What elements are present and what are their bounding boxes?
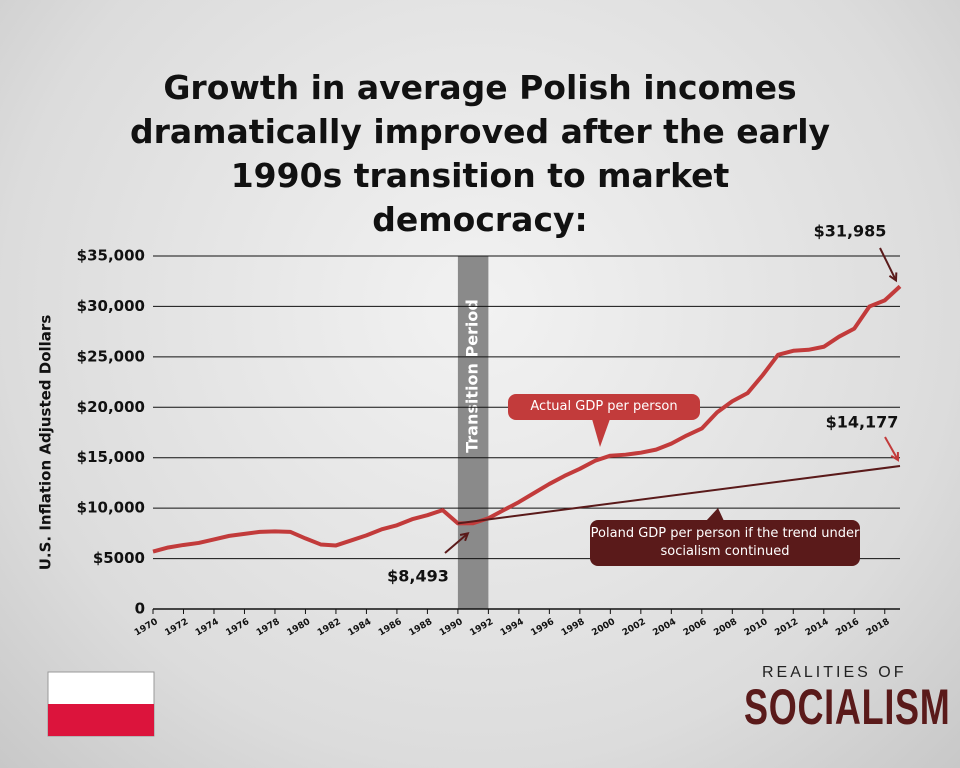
callout-pointer — [592, 419, 610, 447]
x-tick-label: 1974 — [194, 617, 221, 638]
annotation-arrow — [879, 247, 897, 281]
x-tick-label: 1970 — [133, 617, 160, 638]
y-tick-label: $5000 — [93, 549, 145, 567]
y-tick-label: $10,000 — [77, 499, 145, 517]
x-tick-label: 2012 — [773, 617, 800, 638]
x-tick-label: 2018 — [865, 617, 892, 638]
annotation-arrow — [884, 436, 899, 461]
x-tick-label: 2002 — [621, 617, 648, 638]
x-tick-label: 1980 — [285, 617, 312, 638]
x-tick-label: 2010 — [743, 617, 770, 638]
y-tick-label: $30,000 — [77, 297, 145, 315]
annotation-arrow — [444, 532, 469, 554]
series-line — [457, 465, 901, 525]
x-tick-label: 1994 — [499, 617, 526, 638]
callout-pointer — [706, 508, 724, 521]
transition-band — [457, 256, 489, 609]
chart-title: Growth in average Polish incomes dramati… — [129, 68, 831, 239]
y-axis-label: U.S. Inflation Adjusted Dollars — [37, 315, 55, 571]
annotation: $14,177 — [826, 413, 899, 432]
y-tick-label: $20,000 — [77, 398, 145, 416]
x-tick-label: 1986 — [377, 617, 404, 638]
series-line — [152, 284, 902, 554]
annotation: $31,985 — [814, 222, 887, 241]
y-tick-label: $25,000 — [77, 347, 145, 365]
annotation: $8,493 — [387, 567, 449, 586]
x-tick-label: 1978 — [255, 617, 282, 638]
callout-actual: Actual GDP per person — [508, 394, 700, 420]
x-tick-label: 1990 — [438, 617, 465, 638]
brand-line2: SOCIALISM — [744, 679, 951, 735]
x-tick-label: 2014 — [804, 617, 831, 638]
y-tick-label: $15,000 — [77, 448, 145, 466]
annotation-arrowhead — [459, 531, 470, 542]
x-tick-label: 1996 — [529, 617, 556, 638]
x-tick-label: 2016 — [834, 617, 861, 638]
x-tick-label: 1992 — [468, 617, 495, 638]
x-tick-label: 1998 — [560, 617, 587, 638]
brand-line1: REALITIES OF — [762, 664, 907, 681]
x-tick-label: 1976 — [225, 617, 252, 638]
band-label: Transition Period — [463, 299, 482, 453]
x-tick-label: 1972 — [164, 617, 191, 638]
annotation-arrowhead — [888, 272, 898, 283]
callout-trend: Poland GDP per person if the trend under… — [590, 520, 860, 566]
x-tick-label: 1988 — [407, 617, 434, 638]
y-tick-label: $35,000 — [77, 247, 145, 265]
flag-red — [48, 704, 154, 736]
x-tick-label: 2004 — [651, 617, 678, 638]
x-tick-label: 1982 — [316, 617, 343, 638]
annotation-arrowhead — [890, 452, 900, 462]
y-tick-label: 0 — [135, 600, 145, 618]
x-tick-label: 2008 — [712, 617, 739, 638]
x-tick-label: 1984 — [346, 617, 373, 638]
x-tick-label: 2006 — [682, 617, 709, 638]
x-tick-label: 2000 — [590, 617, 617, 638]
